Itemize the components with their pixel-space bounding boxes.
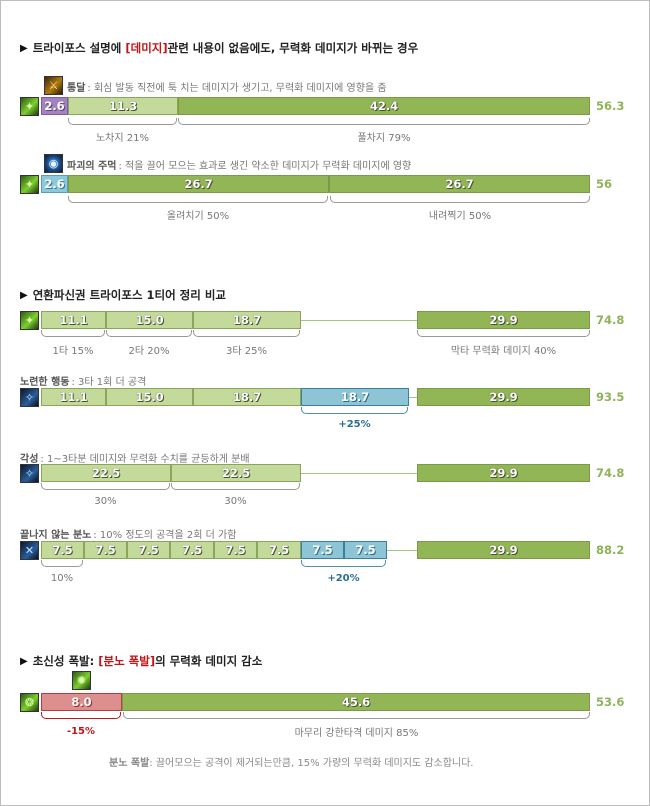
connector-line <box>301 320 417 321</box>
brace-label: 노차지 21% <box>95 133 149 144</box>
bar-segment: 7.5 <box>84 541 127 559</box>
bar-segment: 26.7 <box>329 175 590 193</box>
skill-icon: ❂ <box>20 693 39 712</box>
bar-segment: 15.0 <box>106 311 193 329</box>
bar-segment: 7.5 <box>41 541 84 559</box>
skill-icon: ✦ <box>20 97 39 116</box>
brace <box>68 118 177 125</box>
brace <box>193 330 300 337</box>
brace-label: 막타 무력화 데미지 40% <box>450 346 557 357</box>
total-value: 53.6 <box>596 695 625 709</box>
brace <box>41 560 83 567</box>
bar-segment: 29.9 <box>417 464 590 482</box>
tripod-description: 끝나지 않는 분노: 10% 정도의 공격을 2회 더 가함 <box>20 530 237 541</box>
bar-segment: 7.5 <box>257 541 301 559</box>
orb-blue-icon: ◉ <box>44 154 63 173</box>
brace <box>106 330 192 337</box>
brace <box>41 483 170 490</box>
brace <box>330 196 590 203</box>
brace-label: 1타 15% <box>52 346 94 357</box>
bar-segment: 29.9 <box>417 541 590 559</box>
brace-label: 풀차지 79% <box>357 133 411 144</box>
bar-segment: 8.0 <box>41 693 122 711</box>
bar-segment: 7.5 <box>344 541 387 559</box>
skill-icon: ✦ <box>20 175 39 194</box>
skill-icon: ✧ <box>20 464 39 483</box>
brace-label: 10% <box>50 573 74 584</box>
triangle-bullet-icon: ▶ <box>20 655 28 667</box>
bar-segment: 42.4 <box>178 97 590 115</box>
bar-segment: 45.6 <box>122 693 590 711</box>
bar-segment: 26.7 <box>68 175 329 193</box>
brace-label: 내려찍기 50% <box>428 211 492 222</box>
bar-segment: 22.5 <box>171 464 301 482</box>
sword-gold-icon: ⚔ <box>44 76 63 95</box>
brace <box>301 407 408 414</box>
bar-segment: 18.7 <box>193 388 301 406</box>
total-value: 74.8 <box>596 466 625 480</box>
triangle-bullet-icon: ▶ <box>20 42 28 54</box>
section2-heading: ▶ 연환파신권 트라이포스 1티어 정리 비교 <box>20 288 226 302</box>
bar-segment: 7.5 <box>214 541 257 559</box>
section1-heading: ▶ 트라이포스 설명에 [데미지] 관련 내용이 없음에도, 무력화 데미지가 바… <box>20 41 419 55</box>
bar-segment: 22.5 <box>41 464 171 482</box>
bar-segment: 7.5 <box>301 541 344 559</box>
brace <box>417 330 590 337</box>
brace-label: 2타 20% <box>128 346 170 357</box>
bar-segment: 18.7 <box>193 311 301 329</box>
total-value: 74.8 <box>596 313 625 327</box>
bar-segment: 15.0 <box>106 388 193 406</box>
connector-line <box>387 550 417 551</box>
bar-segment: 11.1 <box>41 311 106 329</box>
bar-segment: 2.6 <box>41 97 68 115</box>
skill-icon: ✕ <box>20 541 39 560</box>
footnote: 분노 폭발: 끌어모으는 공격이 제거되는만큼, 15% 가량의 무력화 데미지… <box>109 758 474 769</box>
skill-icon: ✧ <box>20 388 39 407</box>
tripod-description: 파괴의 주먹: 적을 끌어 모으는 효과로 생긴 약소한 데미지가 무력화 데미… <box>67 161 412 172</box>
tripod-description: 노련한 행동: 3타 1회 더 공격 <box>20 377 147 388</box>
reduction-label: -15% <box>66 726 96 737</box>
bar-segment: 18.7 <box>301 388 409 406</box>
brace <box>68 196 328 203</box>
brace-label: 올려치기 50% <box>166 211 230 222</box>
brace <box>41 712 121 719</box>
brace-label: 30% <box>224 496 247 507</box>
connector-line <box>301 473 417 474</box>
tripod-description: 각성: 1~3타분 데미지와 무력화 수치를 균등하게 분배 <box>20 454 250 465</box>
total-value: 56.3 <box>596 99 625 113</box>
triangle-bullet-icon: ▶ <box>20 289 28 301</box>
brace <box>301 560 386 567</box>
brace-label: 30% <box>94 496 117 507</box>
tripod-icon: ✺ <box>72 671 91 690</box>
skill-icon: ✦ <box>20 311 39 330</box>
tripod-description: 통달: 회심 발동 직전에 툭 치는 데미지가 생기고, 무력화 데미지에 영향… <box>67 83 387 94</box>
total-value: 56 <box>596 177 613 191</box>
total-value: 93.5 <box>596 390 625 404</box>
bar-segment: 11.3 <box>68 97 178 115</box>
bar-segment: 29.9 <box>417 311 590 329</box>
total-value: 88.2 <box>596 543 625 557</box>
bar-segment: 7.5 <box>170 541 214 559</box>
bar-segment: 11.1 <box>41 388 106 406</box>
brace-label: 3타 25% <box>226 346 267 357</box>
connector-line <box>409 397 417 398</box>
brace <box>41 330 105 337</box>
section3-heading: ▶ 초신성 폭발: [분노 폭발] 의 무력화 데미지 감소 <box>20 654 263 668</box>
brace <box>178 118 590 125</box>
bonus-label: +20% <box>327 573 360 584</box>
bonus-label: +25% <box>338 419 371 430</box>
bar-segment: 2.6 <box>41 175 68 193</box>
bar-segment: 7.5 <box>127 541 170 559</box>
brace <box>171 483 300 490</box>
bar-segment: 29.9 <box>417 388 590 406</box>
brace-label: 마무리 강한타격 데미지 85% <box>294 728 419 739</box>
brace <box>123 712 590 719</box>
